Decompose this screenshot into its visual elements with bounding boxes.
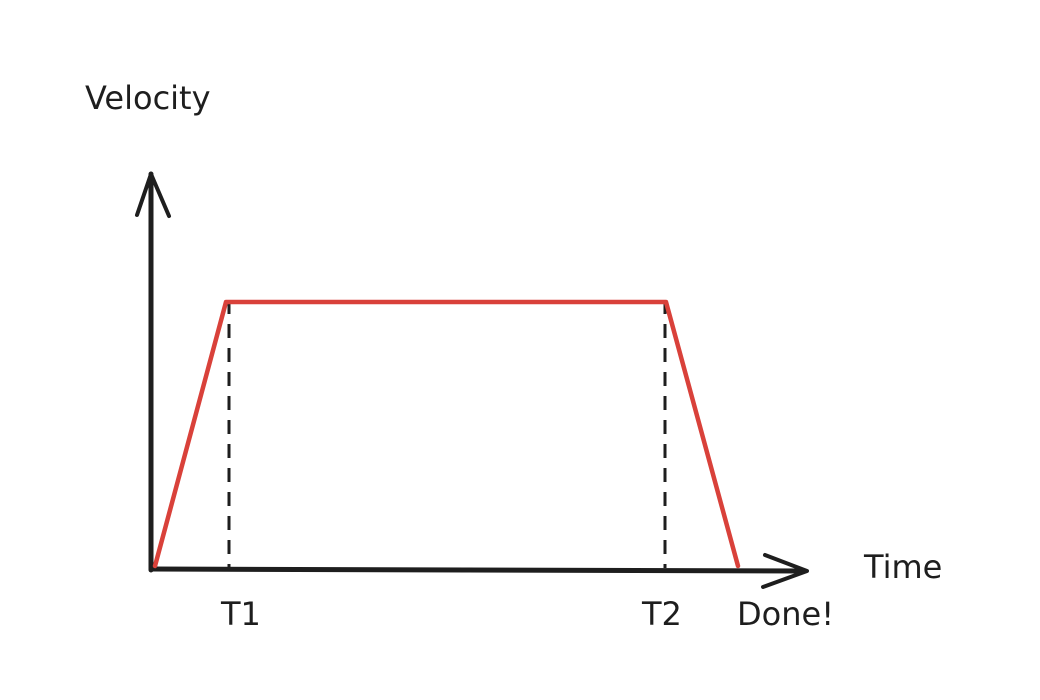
x-axis-label: Time	[863, 548, 942, 586]
t2-label: T2	[641, 595, 682, 633]
t1-label: T1	[220, 595, 261, 633]
y-axis-label: Velocity	[85, 79, 211, 117]
done-label: Done!	[737, 595, 834, 633]
x-axis-arrowhead	[761, 553, 809, 589]
y-axis-arrowhead	[135, 172, 171, 218]
x-axis	[148, 566, 808, 574]
velocity-profile-line	[152, 299, 741, 569]
